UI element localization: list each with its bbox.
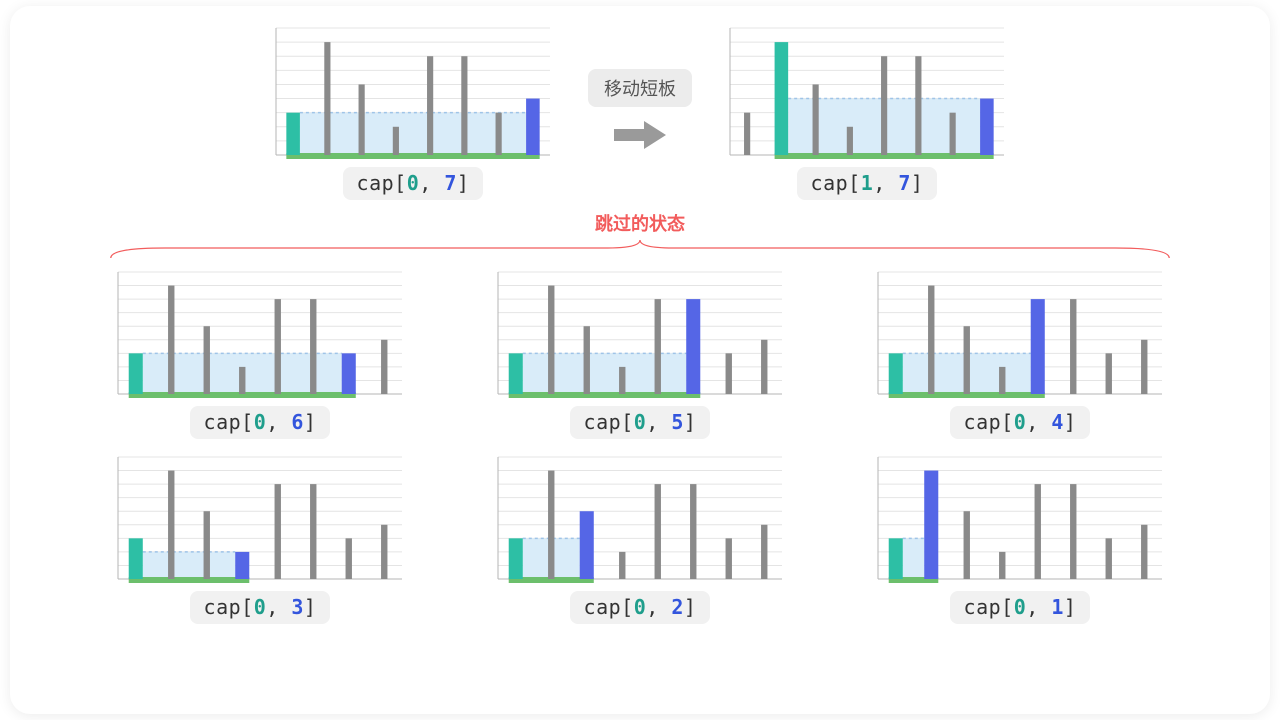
arrow-right-icon [610, 115, 670, 155]
curly-brace [100, 238, 1180, 260]
chart-block-0-4: cap[0, 4] [860, 268, 1180, 439]
cap-label-0-3: cap[0, 3] [190, 591, 331, 624]
arrow-column: 移动短板 [588, 69, 692, 155]
cap-label-0-4: cap[0, 4] [950, 406, 1091, 439]
chart-block-top-right: cap[1, 7] [722, 24, 1012, 200]
move-short-pill: 移动短板 [588, 69, 692, 107]
chart-cap-0-4 [870, 268, 1170, 398]
skipped-states-title: 跳过的状态 [50, 210, 1230, 236]
chart-block-0-2: cap[0, 2] [480, 453, 800, 624]
chart-block-0-1: cap[0, 1] [860, 453, 1180, 624]
cap-label-0-1: cap[0, 1] [950, 591, 1091, 624]
chart-cap-0-7 [268, 24, 558, 159]
chart-block-0-5: cap[0, 5] [480, 268, 800, 439]
chart-cap-0-3 [110, 453, 410, 583]
chart-cap-0-2 [490, 453, 790, 583]
cap-label-0-5: cap[0, 5] [570, 406, 711, 439]
chart-cap-0-6 [110, 268, 410, 398]
cap-label-1-7: cap[1, 7] [797, 167, 938, 200]
chart-cap-0-1 [870, 453, 1170, 583]
chart-block-0-6: cap[0, 6] [100, 268, 420, 439]
chart-block-top-left: cap[0, 7] [268, 24, 558, 200]
skipped-grid: cap[0, 6] cap[0, 5] cap[0, 4] cap[0, 3] … [50, 268, 1230, 624]
chart-cap-0-5 [490, 268, 790, 398]
cap-label-0-2: cap[0, 2] [570, 591, 711, 624]
chart-cap-1-7 [722, 24, 1012, 159]
figure-card: cap[0, 7] 移动短板 cap[1, 7] 跳过的状态 cap[0, 6]… [10, 6, 1270, 714]
cap-label-0-7: cap[0, 7] [343, 167, 484, 200]
cap-label-0-6: cap[0, 6] [190, 406, 331, 439]
top-row: cap[0, 7] 移动短板 cap[1, 7] [50, 24, 1230, 200]
chart-block-0-3: cap[0, 3] [100, 453, 420, 624]
